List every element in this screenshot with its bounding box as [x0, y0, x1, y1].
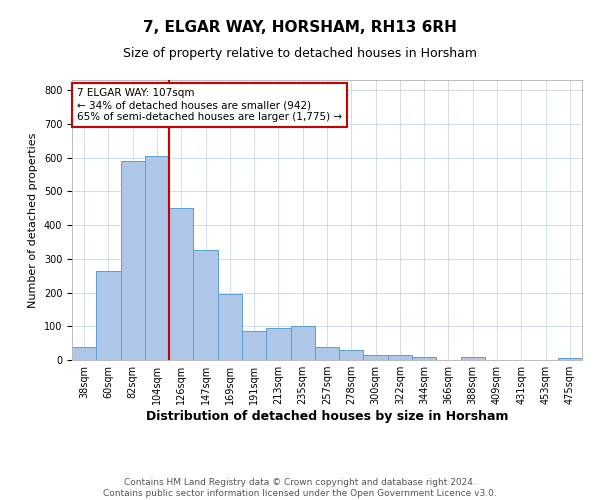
- Bar: [364, 355, 388, 360]
- Bar: [461, 358, 485, 360]
- Y-axis label: Number of detached properties: Number of detached properties: [28, 132, 38, 308]
- Bar: [558, 358, 582, 360]
- Bar: [290, 326, 315, 360]
- Text: 7 ELGAR WAY: 107sqm
← 34% of detached houses are smaller (942)
65% of semi-detac: 7 ELGAR WAY: 107sqm ← 34% of detached ho…: [77, 88, 342, 122]
- Text: Contains HM Land Registry data © Crown copyright and database right 2024.
Contai: Contains HM Land Registry data © Crown c…: [103, 478, 497, 498]
- Bar: [266, 328, 290, 360]
- Bar: [315, 347, 339, 360]
- Bar: [388, 355, 412, 360]
- Bar: [169, 208, 193, 360]
- Bar: [96, 270, 121, 360]
- Bar: [72, 347, 96, 360]
- X-axis label: Distribution of detached houses by size in Horsham: Distribution of detached houses by size …: [146, 410, 508, 423]
- Text: 7, ELGAR WAY, HORSHAM, RH13 6RH: 7, ELGAR WAY, HORSHAM, RH13 6RH: [143, 20, 457, 35]
- Bar: [145, 156, 169, 360]
- Bar: [218, 294, 242, 360]
- Bar: [339, 350, 364, 360]
- Text: Size of property relative to detached houses in Horsham: Size of property relative to detached ho…: [123, 48, 477, 60]
- Bar: [242, 330, 266, 360]
- Bar: [193, 250, 218, 360]
- Bar: [121, 161, 145, 360]
- Bar: [412, 356, 436, 360]
